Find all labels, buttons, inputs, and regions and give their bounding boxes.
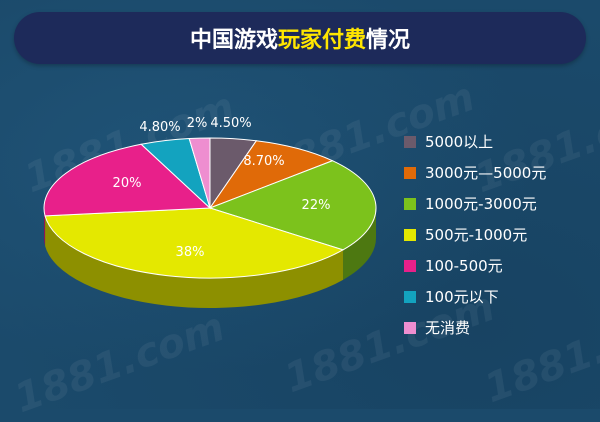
legend-label: 3000元—5000元 (425, 164, 547, 182)
legend-swatch (404, 259, 416, 272)
legend-label: 1000元-3000元 (425, 195, 537, 213)
legend-label: 无消费 (425, 319, 471, 337)
pie-slice (44, 207, 345, 279)
legend-swatch (404, 228, 416, 241)
title-part-3: 情况 (366, 28, 411, 53)
pie-data-label: 8.70% (243, 154, 284, 169)
pie-data-label: 22% (302, 198, 331, 213)
legend-item: 100元以下 (404, 281, 594, 312)
title-banner: 中国游戏 玩家付费 情况 (14, 12, 586, 64)
legend-swatch (404, 135, 416, 148)
legend-item: 500元-1000元 (404, 219, 594, 250)
pie-slice-side (343, 208, 376, 280)
legend-item: 1000元-3000元 (404, 188, 594, 219)
chart-legend: 5000以上 3000元—5000元 1000元-3000元 500元-1000元 10… (404, 126, 594, 343)
legend-item: 无消费 (404, 312, 594, 343)
pie-slice (188, 137, 211, 209)
legend-swatch (404, 166, 416, 179)
pie-slice (208, 140, 334, 210)
pie-layer (43, 137, 377, 308)
legend-item: 5000以上 (404, 126, 594, 157)
pie-data-label: 20% (113, 176, 142, 191)
legend-swatch (404, 197, 416, 210)
legend-label: 5000以上 (425, 133, 494, 151)
pie-slice (43, 143, 212, 217)
pie-slice-side (44, 208, 46, 246)
pie-data-label: 4.50% (210, 116, 251, 131)
legend-label: 100元以下 (425, 288, 499, 306)
legend-swatch (404, 321, 416, 334)
pie-chart: 4.50% 8.70% 22% 38% 20% 4.80% 2% (43, 116, 377, 308)
legend-label: 100-500元 (425, 257, 503, 275)
pie-slice (208, 160, 377, 251)
legend-item: 100-500元 (404, 250, 594, 281)
legend-item: 3000元—5000元 (404, 157, 594, 188)
title-part-1: 中国游戏 (189, 28, 278, 53)
pie-data-label: 2% (187, 116, 208, 131)
pie-data-label: 4.80% (139, 120, 180, 135)
pie-data-label: 38% (176, 245, 205, 260)
pie-slice-side (45, 215, 344, 308)
title-part-2: 玩家付费 (277, 28, 366, 53)
legend-label: 500元-1000元 (425, 226, 528, 244)
pie-labels: 4.50% 8.70% 22% 38% 20% 4.80% 2% (113, 116, 331, 260)
legend-swatch (404, 290, 416, 303)
